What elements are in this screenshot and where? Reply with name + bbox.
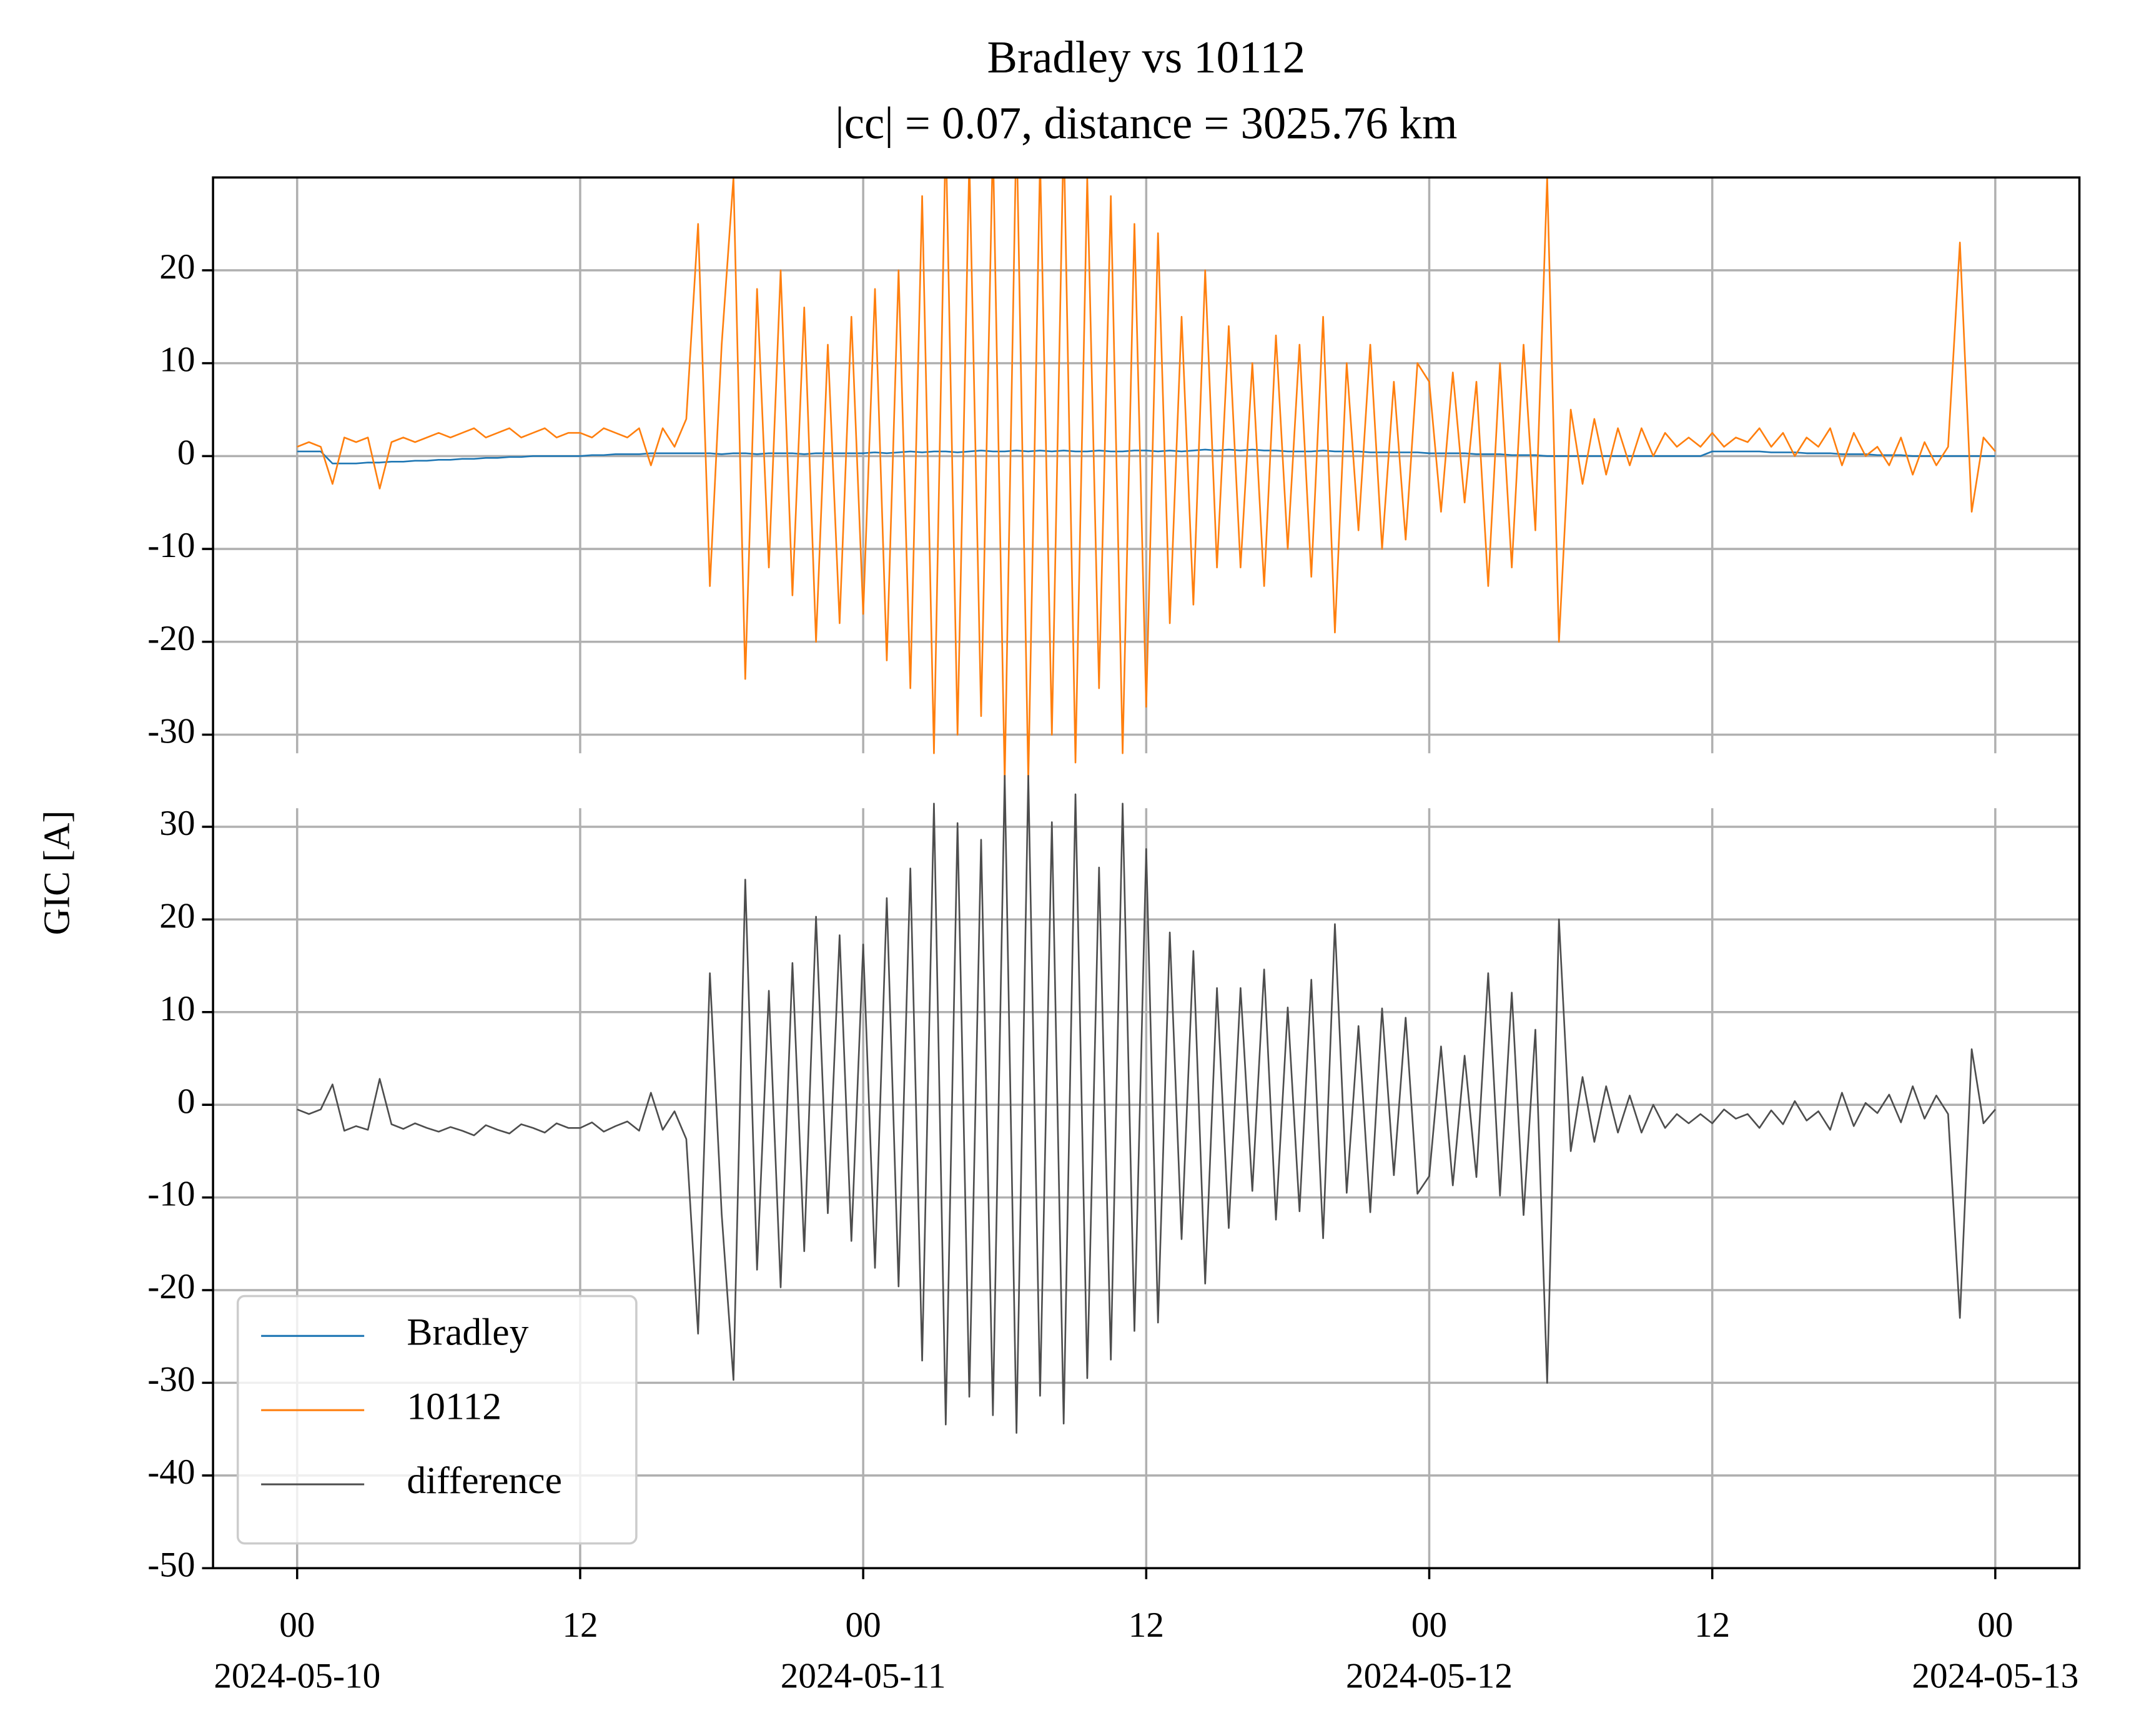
y-axis-label: GIC [A] xyxy=(36,811,77,935)
x-tick-label: 12 xyxy=(562,1605,598,1645)
legend: Bradley 10112 difference xyxy=(236,1295,638,1545)
series-line xyxy=(297,177,1996,782)
series-line xyxy=(297,448,1995,465)
legend-label: Bradley xyxy=(407,1311,528,1353)
chart-subtitle: |cc| = 0.07, distance = 3025.76 km xyxy=(835,98,1457,149)
x-tick-label: 00 xyxy=(1977,1605,2013,1645)
y-tick-label: -30 xyxy=(147,712,195,751)
x-tick-label: 2024-05-11 xyxy=(781,1657,946,1696)
y-tick-label: -10 xyxy=(147,526,195,565)
y-tick-label: -20 xyxy=(147,619,195,658)
y-tick-label: 20 xyxy=(159,896,195,935)
y-tick-label: -40 xyxy=(147,1452,195,1492)
legend-box xyxy=(236,1295,638,1545)
x-tick-label: 2024-05-12 xyxy=(1346,1657,1513,1696)
y-tick-label: 0 xyxy=(177,1082,195,1121)
x-tick-label: 00 xyxy=(1411,1605,1447,1645)
y-tick-label: 20 xyxy=(159,247,195,287)
y-tick-label: -50 xyxy=(147,1545,195,1584)
y-tick-label: 0 xyxy=(177,433,195,472)
x-tick-label: 00 xyxy=(846,1605,881,1645)
y-tick-label: 10 xyxy=(159,340,195,380)
y-tick-label: 10 xyxy=(159,989,195,1028)
legend-label: 10112 xyxy=(407,1385,501,1428)
x-tick-label: 00 xyxy=(279,1605,315,1645)
y-tick-label: -30 xyxy=(147,1360,195,1399)
plot-lines xyxy=(297,177,1996,1434)
chart-title: Bradley vs 10112 xyxy=(987,32,1306,82)
x-tick-label: 12 xyxy=(1129,1605,1164,1645)
y-tick-label: -20 xyxy=(147,1267,195,1306)
x-tick-label: 2024-05-10 xyxy=(214,1657,380,1696)
grid xyxy=(213,177,2080,1569)
y-tick-label: -10 xyxy=(147,1175,195,1214)
series-line xyxy=(297,775,1996,1434)
legend-label: difference xyxy=(407,1459,562,1502)
x-tick-label: 2024-05-13 xyxy=(1912,1657,2078,1696)
x-tick-label: 12 xyxy=(1694,1605,1730,1645)
y-tick-label: 30 xyxy=(159,804,195,843)
